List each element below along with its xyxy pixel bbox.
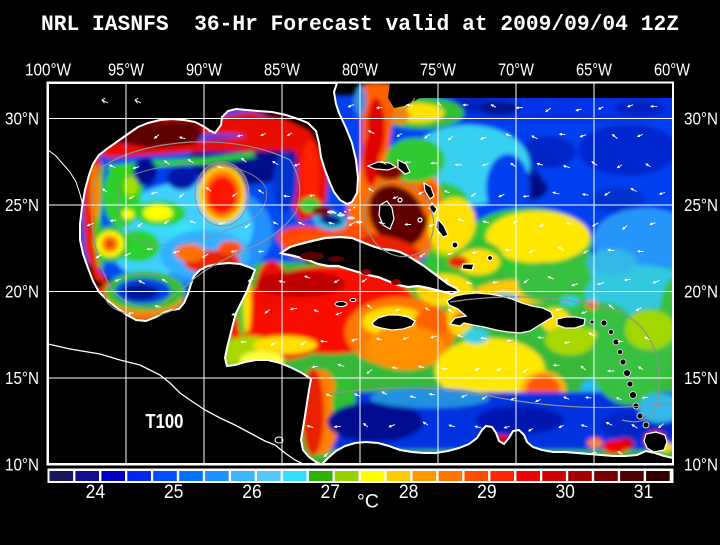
svg-text:85°W: 85°W: [264, 60, 300, 80]
svg-text:NRL IASNFS 36-Hr Forecast val: NRL IASNFS 36-Hr Forecast valid at 2009/…: [41, 11, 679, 37]
svg-text:25°N: 25°N: [5, 195, 39, 215]
svg-text:70°W: 70°W: [498, 60, 534, 80]
svg-text:15°N: 15°N: [684, 368, 718, 388]
svg-text:10°N: 10°N: [684, 454, 718, 474]
svg-text:27: 27: [321, 482, 341, 503]
svg-text:60°W: 60°W: [654, 60, 690, 80]
svg-text:100°W: 100°W: [25, 60, 71, 80]
svg-text:31: 31: [634, 482, 654, 503]
svg-text:30°N: 30°N: [684, 108, 718, 128]
svg-text:26: 26: [242, 482, 262, 503]
svg-text:20°N: 20°N: [684, 281, 718, 301]
svg-text:28: 28: [399, 482, 419, 503]
svg-text:65°W: 65°W: [576, 60, 612, 80]
svg-text:75°W: 75°W: [420, 60, 456, 80]
svg-text:80°W: 80°W: [342, 60, 378, 80]
svg-text:10°N: 10°N: [5, 454, 39, 474]
svg-text:°C: °C: [357, 491, 379, 513]
svg-text:30°N: 30°N: [5, 108, 39, 128]
svg-text:90°W: 90°W: [186, 60, 222, 80]
svg-text:25: 25: [164, 482, 184, 503]
svg-text:29: 29: [477, 482, 497, 503]
svg-text:30: 30: [555, 482, 575, 503]
svg-text:24: 24: [86, 482, 106, 503]
svg-text:20°N: 20°N: [5, 281, 39, 301]
svg-text:25°N: 25°N: [684, 195, 718, 215]
svg-text:15°N: 15°N: [5, 368, 39, 388]
svg-text:T100: T100: [145, 411, 183, 433]
svg-text:95°W: 95°W: [108, 60, 144, 80]
